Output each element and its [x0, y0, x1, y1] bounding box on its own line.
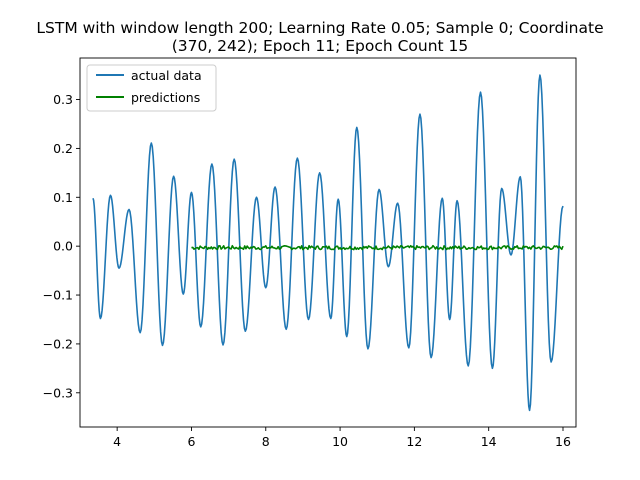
series-actual-data-line: [92, 74, 564, 412]
y-tick-label: −0.3: [43, 385, 73, 400]
chart-title-line-2: (370, 242); Epoch 11; Epoch Count 15: [171, 37, 469, 55]
axes-frame: [79, 57, 577, 428]
y-tick-label: 0.0: [53, 239, 73, 254]
legend-label-predictions: predictions: [131, 90, 200, 105]
y-tick-label: 0.1: [53, 190, 73, 205]
y-axis: −0.3 −0.2 −0.1 0.0 0.1 0.2 0.3: [43, 92, 80, 400]
legend: actual data predictions: [86, 64, 217, 112]
legend-box: [86, 64, 217, 112]
y-tick-label: −0.2: [43, 336, 73, 351]
y-tick-label: 0.3: [53, 92, 73, 107]
series-predictions-line: [191, 244, 564, 251]
x-tick-label: 8: [262, 434, 270, 449]
x-tick-label: 12: [406, 434, 422, 449]
x-tick-label: 4: [113, 434, 121, 449]
x-tick-label: 16: [555, 434, 571, 449]
y-tick-label: 0.2: [53, 141, 73, 156]
x-tick-label: 14: [481, 434, 497, 449]
x-tick-label: 10: [332, 434, 348, 449]
x-axis: 4 6 8 10 12 14 16: [113, 427, 571, 449]
x-tick-label: 6: [187, 434, 195, 449]
legend-label-actual-data: actual data: [131, 68, 202, 83]
y-tick-label: −0.1: [43, 288, 73, 303]
plot-content: [92, 74, 564, 412]
chart-title-line-1: LSTM with window length 200; Learning Ra…: [36, 19, 604, 37]
